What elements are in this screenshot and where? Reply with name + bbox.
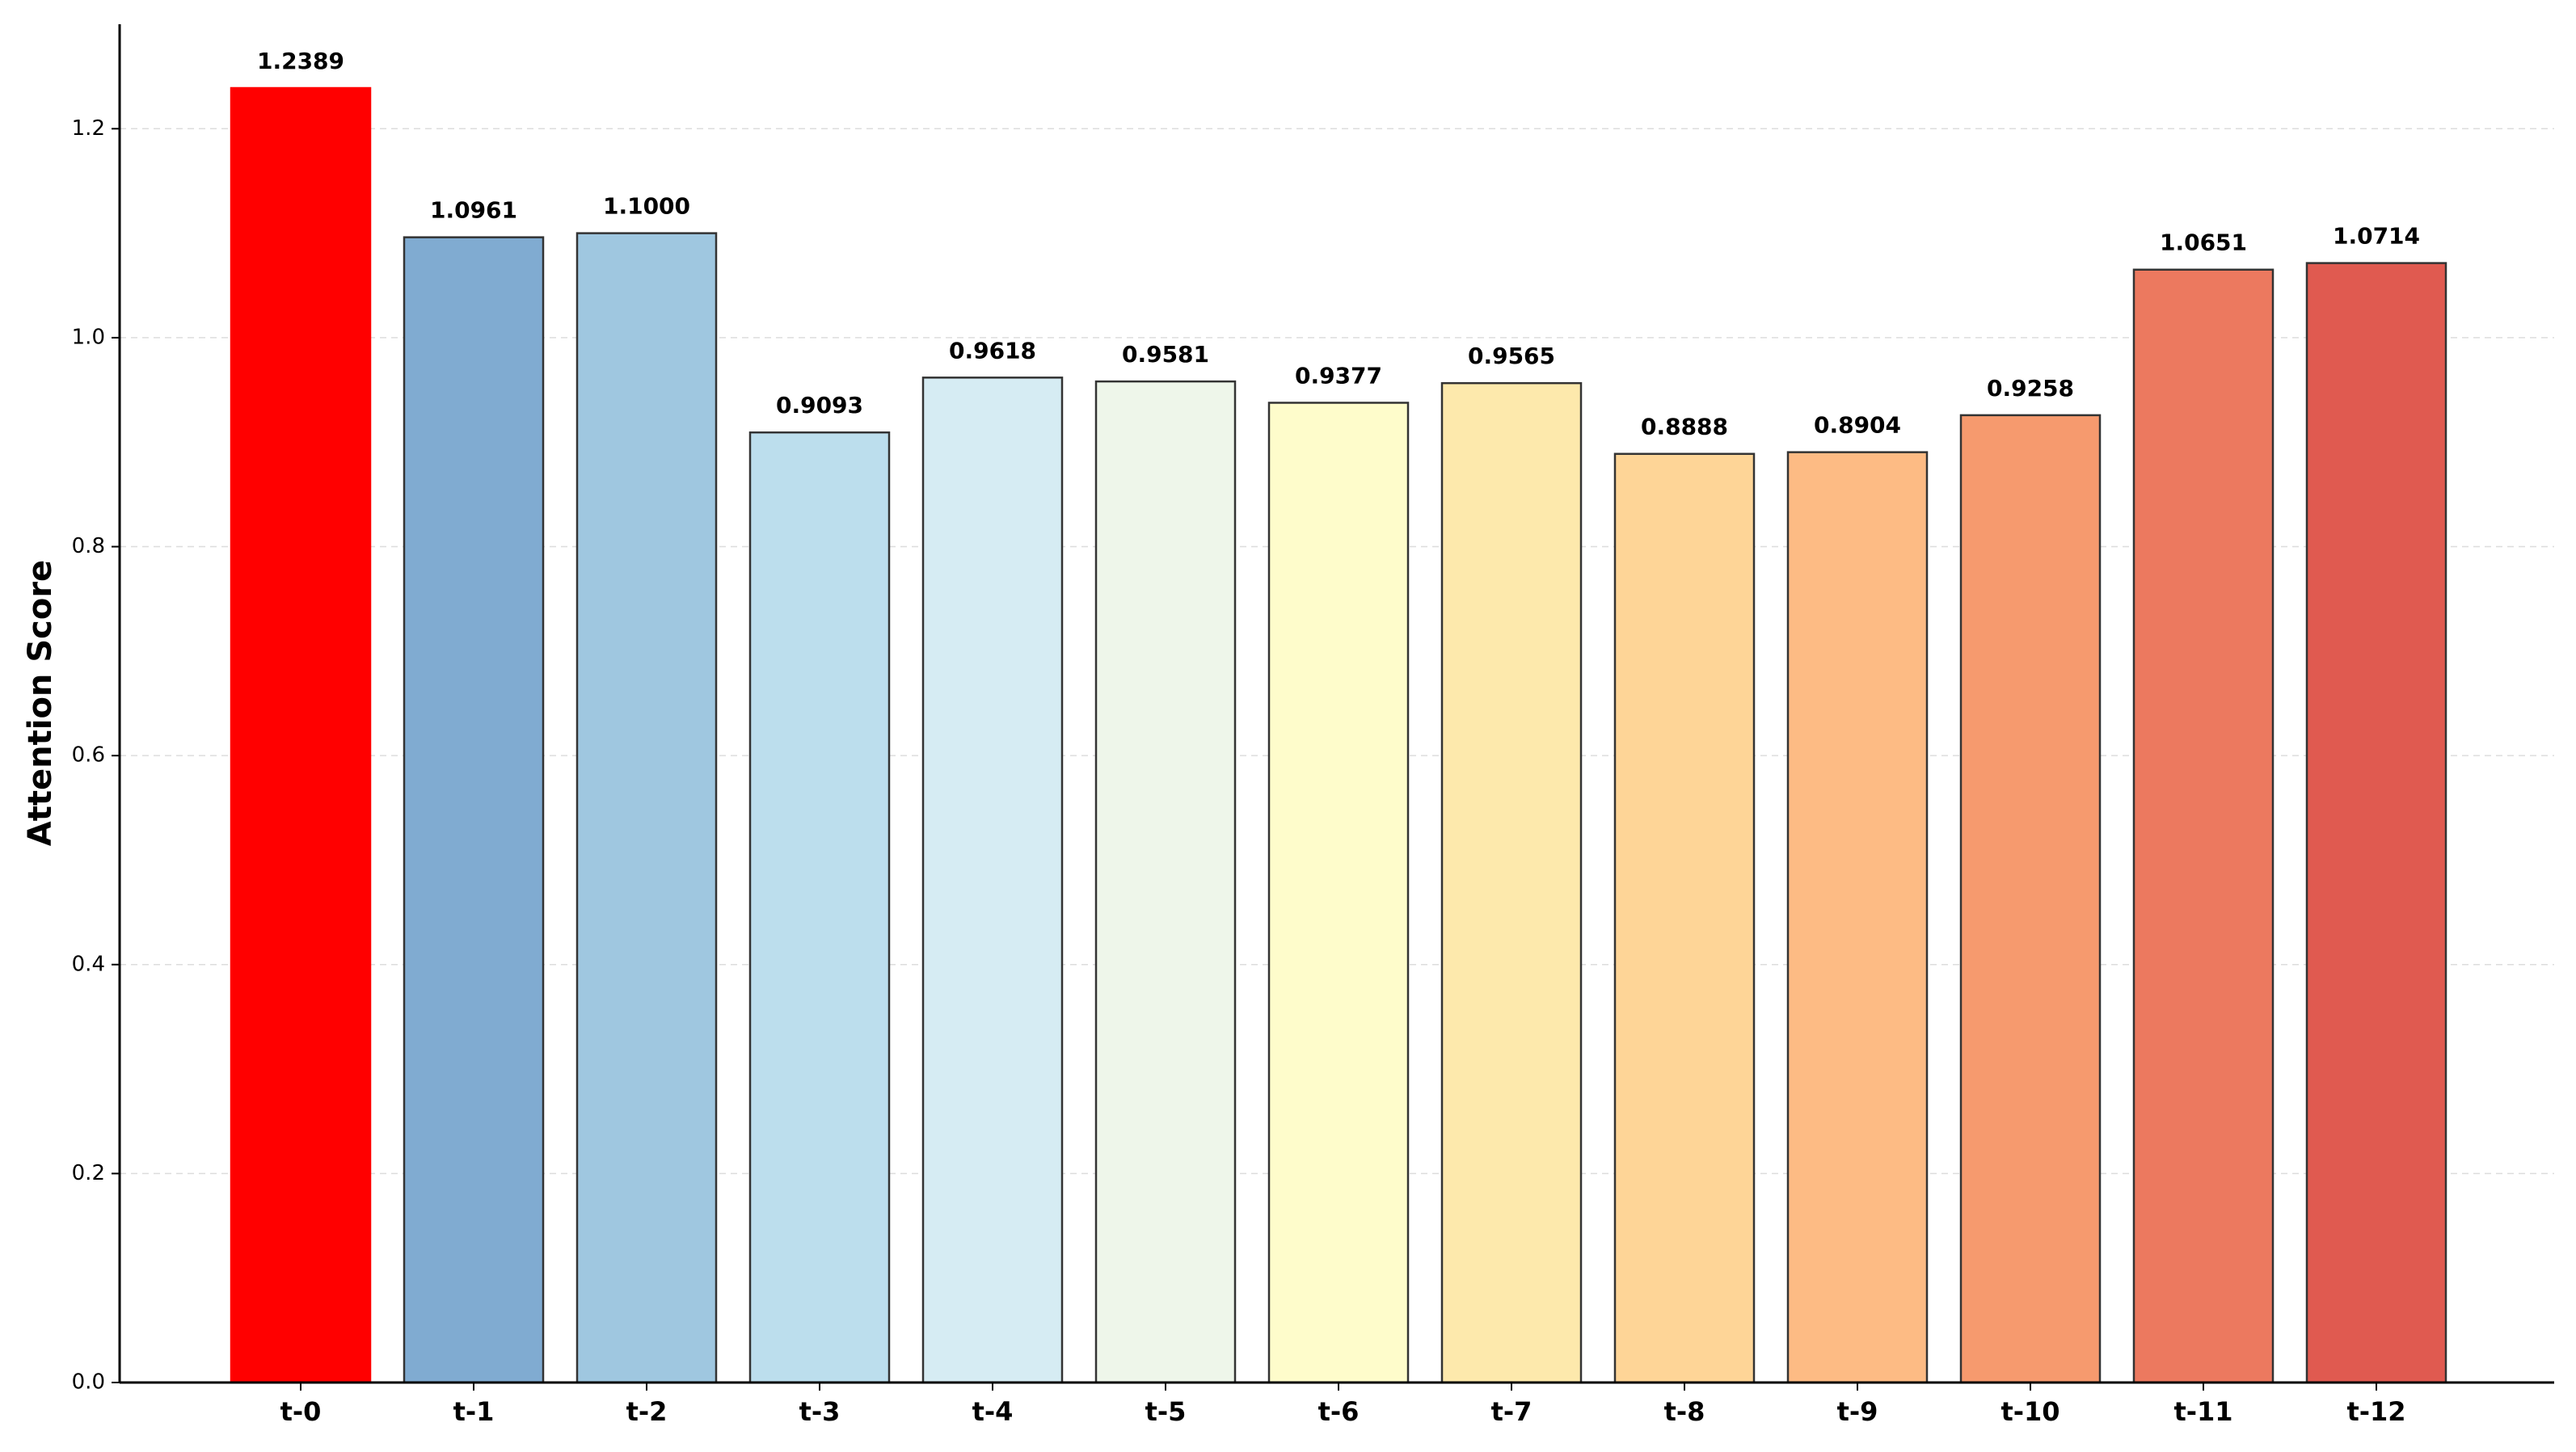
value-label: 1.0714	[2333, 223, 2420, 250]
x-tick-label: t-11	[2173, 1396, 2232, 1427]
bar	[1440, 381, 1583, 1384]
x-tick-label: t-9	[1837, 1396, 1878, 1427]
y-tick-label: 0.6	[72, 743, 105, 768]
bar	[2132, 268, 2275, 1384]
bar	[403, 236, 545, 1384]
x-tick-label: t-3	[799, 1396, 841, 1427]
bar	[2305, 262, 2447, 1384]
x-tick-label: t-1	[453, 1396, 495, 1427]
bar	[575, 232, 718, 1384]
value-label: 0.8904	[1814, 412, 1901, 439]
y-tick-label: 0.8	[72, 534, 105, 558]
value-label: 0.8888	[1641, 414, 1728, 440]
value-label: 0.9377	[1295, 362, 1382, 389]
bar	[1094, 380, 1237, 1384]
value-label: 1.0651	[2160, 229, 2247, 256]
value-label: 1.1000	[603, 193, 690, 220]
bar	[1959, 414, 2102, 1384]
y-tick-label: 1.2	[72, 116, 105, 141]
y-tick-label: 0.4	[72, 952, 105, 976]
value-label: 1.2389	[257, 48, 344, 74]
bar	[921, 377, 1064, 1384]
bar	[1267, 402, 1410, 1384]
x-tick-label: t-2	[626, 1396, 668, 1427]
x-tick-label: t-12	[2346, 1396, 2405, 1427]
x-tick-label: t-5	[1145, 1396, 1187, 1427]
bar	[748, 431, 891, 1384]
x-tick-label: t-0	[280, 1396, 322, 1427]
value-label: 1.0961	[430, 197, 517, 224]
bar	[1613, 452, 1756, 1384]
value-label: 0.9581	[1122, 341, 1209, 368]
value-label: 0.9258	[1987, 375, 2074, 402]
bar	[1786, 451, 1929, 1384]
value-label: 0.9093	[776, 392, 863, 419]
y-tick-label: 0.0	[72, 1370, 105, 1395]
x-tick-label: t-10	[2001, 1396, 2060, 1427]
y-tick-label: 1.0	[72, 325, 105, 349]
x-tick-label: t-4	[972, 1396, 1014, 1427]
x-tick-label: t-7	[1491, 1396, 1533, 1427]
value-label: 0.9618	[949, 337, 1036, 364]
value-label: 0.9565	[1468, 343, 1555, 369]
x-tick-label: t-8	[1664, 1396, 1705, 1427]
y-axis-label: Attention Score	[22, 560, 59, 846]
x-tick-label: t-6	[1318, 1396, 1360, 1427]
bar	[230, 86, 372, 1384]
y-tick-label: 0.2	[72, 1161, 105, 1185]
